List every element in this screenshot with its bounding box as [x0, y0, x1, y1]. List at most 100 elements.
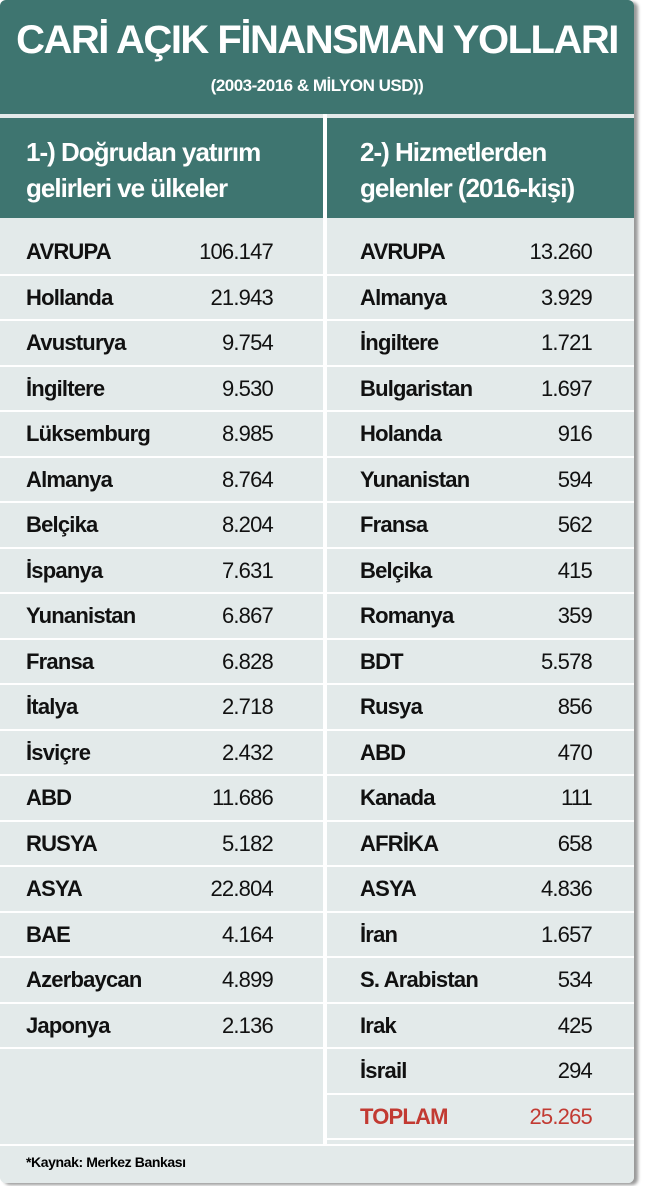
row-label: Fransa	[360, 512, 428, 537]
column-heading: 1-) Doğrudan yatırım gelirleri ve ülkeler	[0, 118, 323, 218]
table-row: Almanya 8.764	[0, 458, 323, 503]
row-label: İsrail	[360, 1058, 407, 1083]
table-row: Azerbaycan 4.899	[0, 958, 323, 1004]
total-label: TOPLAM	[360, 1103, 448, 1129]
row-label: Yunanistan	[360, 466, 470, 492]
heading-line: gelenler (2016-kişi)	[360, 173, 575, 203]
table-row: Hollanda 21.943	[0, 276, 323, 321]
row-label: Almanya	[360, 284, 447, 310]
row-value: 6.867	[221, 603, 274, 628]
title-band	[0, 0, 634, 114]
table-row: Japonya 2.136	[0, 1004, 323, 1049]
table-row: Romanya 359	[327, 594, 634, 640]
table-row: Fransa 562	[327, 503, 634, 549]
table-row: BDT 5.578	[327, 640, 634, 685]
table-row: Bulgaristan 1.697	[327, 367, 634, 412]
row-value: 4.899	[221, 967, 274, 992]
table-row: Almanya 3.929	[327, 276, 634, 321]
row-label: Belçika	[26, 512, 98, 537]
row-value: 4.164	[221, 921, 274, 947]
table-row: AFRİKA 658	[327, 822, 634, 867]
table-row: Yunanistan 6.867	[0, 594, 323, 640]
table-row: Lüksemburg 8.985	[0, 412, 323, 458]
row-value: 415	[557, 557, 593, 583]
row-value: 21.943	[210, 284, 274, 310]
row-value: 562	[557, 512, 593, 537]
row-label: RUSYA	[26, 830, 98, 856]
footer-band	[0, 1144, 634, 1183]
row-label: Hollanda	[26, 284, 113, 310]
row-value: 856	[557, 694, 593, 719]
row-value: 9.530	[221, 375, 274, 401]
table-row: Kanada 111	[327, 776, 634, 822]
row-label: Kanada	[360, 785, 435, 810]
table-row: Irak 425	[327, 1004, 634, 1049]
row-label: İspanya	[26, 557, 103, 583]
row-label: BAE	[26, 921, 71, 947]
row-value: 2.432	[221, 739, 274, 765]
row-label: Avusturya	[26, 330, 126, 355]
row-value: 1.657	[540, 921, 593, 947]
table-row: Rusya 856	[327, 685, 634, 731]
row-label: Lüksemburg	[26, 421, 151, 446]
row-label: Holanda	[360, 421, 442, 446]
row-value: 425	[557, 1012, 593, 1038]
row-label: İran	[360, 921, 398, 947]
title: CARİ AÇIK FİNANSMAN YOLLARI	[16, 18, 619, 62]
row-value: 1.697	[540, 375, 593, 401]
table-row: İngiltere 9.530	[0, 367, 323, 412]
row-label: BDT	[360, 648, 404, 674]
column-divider	[323, 114, 327, 1144]
table-row: Fransa 6.828	[0, 640, 323, 685]
row-label: S. Arabistan	[360, 967, 479, 992]
row-value: 5.578	[540, 648, 593, 674]
row-label: AVRUPA	[26, 239, 112, 264]
row-value: 916	[557, 421, 593, 446]
row-label: Almanya	[26, 466, 113, 492]
row-label: İngiltere	[360, 330, 439, 355]
row-value: 470	[557, 739, 593, 765]
subtitle: (2003-2016 & MİLYON USD))	[210, 76, 424, 95]
row-label: İngiltere	[26, 375, 105, 401]
row-label: Romanya	[360, 603, 454, 628]
row-value: 7.631	[221, 557, 274, 583]
row-value: 22.804	[210, 876, 274, 901]
row-label: ASYA	[26, 876, 83, 901]
row-value: 2.718	[221, 694, 274, 719]
row-value: 5.182	[221, 830, 274, 856]
table-row: İsrail 294	[327, 1049, 634, 1095]
table-row: AVRUPA 13.260	[327, 230, 634, 276]
table-row: Avusturya 9.754	[0, 321, 323, 367]
source-note: *Kaynak: Merkez Bankası	[26, 1154, 186, 1170]
table-row: İtalya 2.718	[0, 685, 323, 731]
total-row: TOPLAM 25.265	[327, 1095, 634, 1140]
row-value: 594	[557, 466, 593, 492]
row-label: Bulgaristan	[360, 375, 473, 401]
table-row: ABD 470	[327, 731, 634, 776]
row-label: ABD	[26, 785, 72, 810]
row-label: Belçika	[360, 557, 432, 583]
table-box: CARİ AÇIK FİNANSMAN YOLLARI (2003-2016 &…	[0, 0, 634, 1183]
table-row: ASYA 4.836	[327, 867, 634, 913]
row-label: AFRİKA	[360, 830, 439, 856]
row-value: 8.764	[221, 466, 274, 492]
table-row: ASYA 22.804	[0, 867, 323, 913]
row-value: 8.985	[221, 421, 274, 446]
table-row: AVRUPA 106.147	[0, 230, 323, 276]
table-row: İspanya 7.631	[0, 549, 323, 594]
column-heading: 2-) Hizmetlerden gelenler (2016-kişi)	[327, 118, 634, 218]
table-row: İran 1.657	[327, 913, 634, 958]
heading-line: 1-) Doğrudan yatırım	[26, 137, 261, 167]
table-row: İsviçre 2.432	[0, 731, 323, 776]
row-value: 8.204	[221, 512, 274, 537]
row-label: Irak	[360, 1012, 397, 1038]
table-row: BAE 4.164	[0, 913, 323, 958]
row-label: ABD	[360, 739, 406, 765]
row-label: AVRUPA	[360, 239, 446, 264]
row-label: İsviçre	[26, 739, 91, 765]
table-row: İngiltere 1.721	[327, 321, 634, 367]
table-row: S. Arabistan 534	[327, 958, 634, 1004]
row-value: 359	[557, 603, 593, 628]
